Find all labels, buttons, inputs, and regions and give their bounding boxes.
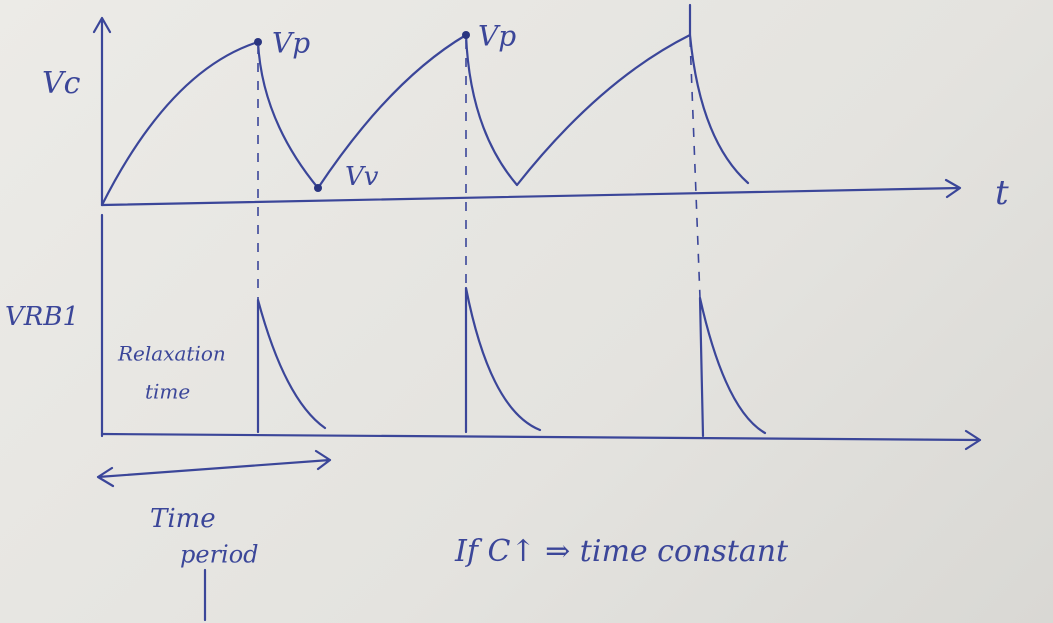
annotation: Relaxation	[117, 342, 226, 366]
annotation: period	[180, 541, 259, 569]
peak-dot	[462, 31, 470, 39]
time-axis-lower	[102, 431, 980, 449]
projection-lines	[258, 38, 700, 300]
valley-dot	[314, 184, 322, 192]
label: t	[995, 173, 1009, 213]
period-arrow	[98, 451, 330, 486]
pulse	[466, 288, 540, 432]
annotation: If C↑ ⇒ time constant	[454, 534, 789, 569]
pulse	[700, 298, 765, 436]
annotation: time	[145, 380, 190, 404]
label: Vc	[42, 66, 81, 101]
label: Vp	[478, 20, 516, 53]
label: Vv	[345, 162, 379, 192]
time-axis-upper	[102, 180, 960, 205]
diagram: Vc Vp Vp Vv t VRB1 Relaxation time Time …	[0, 0, 1053, 623]
label: VRB1	[5, 302, 79, 332]
annotation: Time	[150, 504, 216, 534]
label: Vp	[272, 27, 310, 60]
vc-waveform	[102, 35, 748, 205]
peak-dot	[254, 38, 262, 46]
vc-axis	[94, 18, 110, 205]
pulse	[258, 300, 325, 432]
